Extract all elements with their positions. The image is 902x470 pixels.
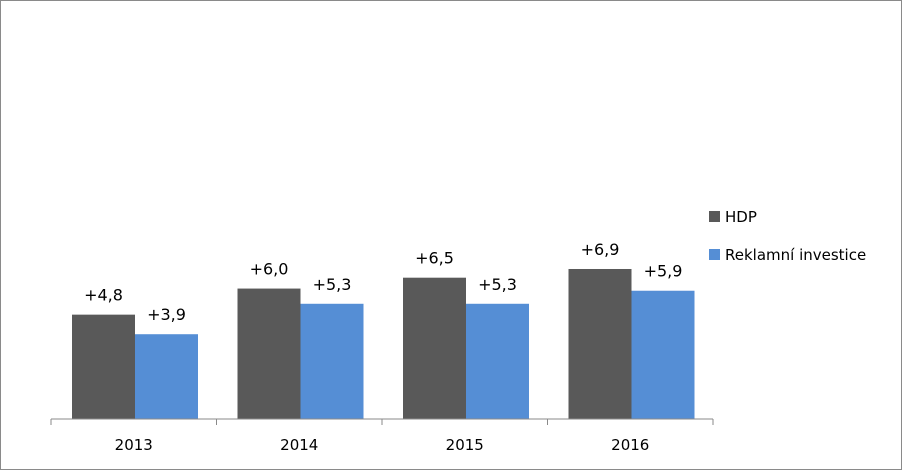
legend-label-reklamni-investice: Reklamní investice — [725, 246, 866, 264]
data-label-reklamni-investice-2015: +5,3 — [478, 275, 517, 294]
data-label-reklamni-investice-2013: +3,9 — [147, 305, 186, 324]
legend: HDP Reklamní investice — [709, 208, 866, 264]
bar-reklamni-investice-2013 — [135, 334, 198, 419]
data-label-reklamni-investice-2016: +5,9 — [644, 262, 683, 281]
legend-swatch-hdp — [709, 211, 720, 222]
legend-label-hdp: HDP — [725, 208, 757, 226]
bar-hdp-2015 — [403, 277, 466, 419]
x-tick-label-2013: 2013 — [115, 436, 153, 454]
data-label-hdp-2013: +4,8 — [84, 286, 123, 305]
data-label-hdp-2014: +6,0 — [250, 260, 289, 279]
x-tick-label-2016: 2016 — [611, 436, 649, 454]
bars-group — [72, 268, 695, 419]
data-labels-group: +4,8 +3,9 +6,0 +5,3 +6,5 +5,3 +6,9 +5,9 — [84, 240, 682, 324]
bar-hdp-2013 — [72, 314, 135, 419]
bar-hdp-2016 — [568, 268, 632, 419]
data-label-reklamni-investice-2014: +5,3 — [313, 275, 352, 294]
legend-swatch-reklamni-investice — [709, 249, 720, 260]
x-axis: 2013 2014 2015 2016 — [50, 418, 714, 454]
x-tick-label-2015: 2015 — [446, 436, 484, 454]
x-tick-label-2014: 2014 — [280, 436, 318, 454]
bar-reklamni-investice-2015 — [466, 303, 529, 419]
bar-reklamni-investice-2016 — [631, 290, 695, 419]
data-label-hdp-2016: +6,9 — [581, 240, 620, 259]
bar-hdp-2014 — [237, 288, 301, 419]
data-label-hdp-2015: +6,5 — [415, 249, 454, 268]
bar-reklamni-investice-2014 — [300, 303, 364, 419]
